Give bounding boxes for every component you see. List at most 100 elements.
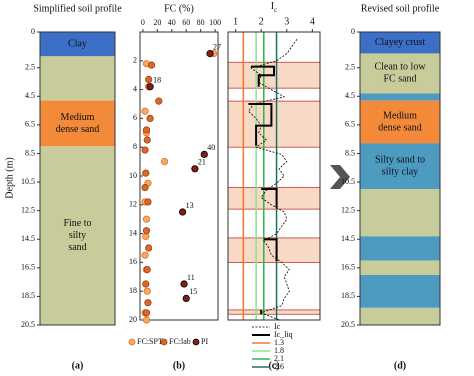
soil-layer (360, 100, 440, 144)
pi-label: 11 (187, 273, 195, 282)
point (144, 198, 152, 206)
y-tick-label: 20.5 (21, 320, 35, 329)
soil-layer (40, 56, 115, 101)
layer-label: Clay (68, 38, 87, 49)
layer-label: FC sand (383, 74, 416, 85)
y-tick-label: 0 (351, 27, 355, 36)
ic-line (247, 38, 298, 321)
panel-label: (a) (72, 360, 84, 371)
chart-title: Ic (271, 1, 277, 13)
ic-line (248, 65, 278, 315)
soil-layer (360, 143, 440, 190)
frame (139, 31, 219, 321)
point (142, 309, 151, 317)
y-tick-label: 6 (133, 113, 137, 122)
y-tick-label: 8.5 (345, 148, 355, 157)
point (206, 49, 214, 58)
point (182, 294, 190, 302)
y-tick-label: 16 (129, 257, 137, 266)
y-tick-label: 12.5 (341, 205, 355, 214)
y-tick-label: 14 (129, 228, 137, 237)
y-axis-label: Depth (m) (4, 157, 15, 198)
point (145, 244, 153, 252)
y-tick-label: 8 (133, 142, 137, 151)
y-tick-label: 14.5 (341, 234, 355, 243)
soil-layer (360, 236, 440, 261)
title-main: I (271, 1, 274, 12)
x-tick-label: 4 (310, 16, 315, 27)
x-tick-label: 1 (233, 16, 238, 27)
legend-label: 2.6 (274, 362, 284, 371)
frame (227, 31, 321, 321)
highlight-zone (227, 309, 321, 315)
point (141, 183, 149, 192)
layer-label: dense sand (56, 124, 100, 135)
point (191, 165, 199, 173)
legend-label: 1.8 (274, 346, 284, 355)
layer-label: Medium (383, 110, 417, 121)
point (147, 61, 156, 69)
legend-label: PI (201, 337, 208, 346)
soil-layer (40, 100, 115, 147)
y-tick-label: 4 (133, 84, 137, 93)
x-tick-label: 80 (197, 18, 205, 27)
layer-label: dense sand (378, 122, 422, 133)
highlight-zone (227, 237, 321, 263)
soil-layer (360, 307, 440, 325)
y-tick-label: 12.5 (21, 205, 35, 214)
point (143, 265, 151, 274)
legend-label: 1.3 (274, 338, 284, 347)
pi-label: 18 (153, 76, 161, 85)
legend-marker (160, 338, 168, 346)
point (142, 126, 151, 134)
y-tick-label: 2.5 (345, 63, 355, 72)
x-tick-label: 2 (259, 16, 264, 27)
y-tick-label: 14.5 (21, 234, 35, 243)
layer-label: Medium (61, 112, 95, 123)
panel-label: (d) (394, 360, 406, 371)
layer-label: silty (69, 230, 86, 241)
y-tick-label: 8.5 (25, 148, 35, 157)
layer-label: silty clay (382, 167, 418, 178)
x-tick-label: 0 (141, 18, 145, 27)
layer-label: sand (68, 242, 86, 253)
soil-layer (360, 93, 440, 101)
y-tick-label: 18.5 (21, 291, 35, 300)
point (179, 208, 187, 216)
point (142, 280, 150, 288)
chart-title: Simplified soil profile (33, 3, 122, 14)
point (141, 146, 149, 154)
point (146, 114, 154, 123)
layer-label: Clayey crust (375, 37, 425, 48)
soil-layer (360, 32, 440, 54)
point (160, 158, 169, 166)
legend-label: Ic_liq (274, 330, 293, 339)
x-tick-label: 40 (168, 18, 176, 27)
y-tick-label: 16.5 (21, 263, 35, 272)
pi-label: 21 (198, 158, 206, 167)
point (142, 215, 151, 223)
x-tick-label: 3 (284, 16, 289, 27)
y-tick-label: 6.5 (345, 120, 355, 129)
soil-layer (360, 274, 440, 308)
panel-label: (b) (173, 360, 185, 371)
legend-label: FC:lab (169, 337, 191, 346)
y-tick-label: 20 (129, 315, 137, 324)
y-tick-label: 6.5 (25, 120, 35, 129)
point (200, 150, 208, 158)
soil-layer (40, 146, 115, 325)
y-tick-label: 18 (129, 286, 137, 295)
frame (359, 31, 441, 326)
pi-label: 40 (207, 143, 215, 152)
point (141, 251, 149, 259)
point (180, 280, 188, 288)
legend-marker (192, 338, 200, 346)
pi-label: 13 (186, 201, 194, 210)
point (142, 316, 151, 324)
panel-label: (c) (268, 360, 279, 371)
y-tick-label: 0 (31, 27, 35, 36)
title-sub: c (274, 6, 277, 14)
y-tick-label: 2.5 (25, 63, 35, 72)
point (143, 136, 151, 144)
